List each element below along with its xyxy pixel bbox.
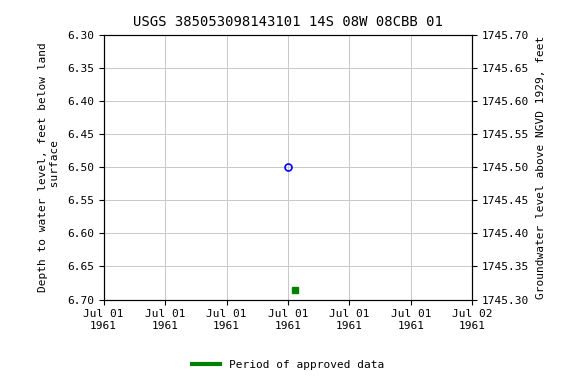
Title: USGS 385053098143101 14S 08W 08CBB 01: USGS 385053098143101 14S 08W 08CBB 01 xyxy=(133,15,443,29)
Y-axis label: Groundwater level above NGVD 1929, feet: Groundwater level above NGVD 1929, feet xyxy=(536,35,546,299)
Legend: Period of approved data: Period of approved data xyxy=(188,356,388,375)
Y-axis label: Depth to water level, feet below land
 surface: Depth to water level, feet below land su… xyxy=(39,42,60,292)
